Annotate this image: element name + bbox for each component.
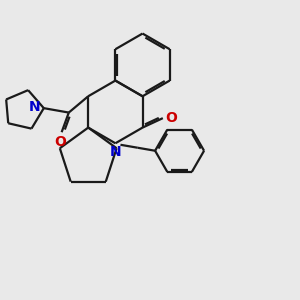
Text: N: N (29, 100, 41, 114)
Text: N: N (110, 145, 121, 159)
Text: O: O (165, 110, 177, 124)
Text: O: O (54, 135, 66, 148)
